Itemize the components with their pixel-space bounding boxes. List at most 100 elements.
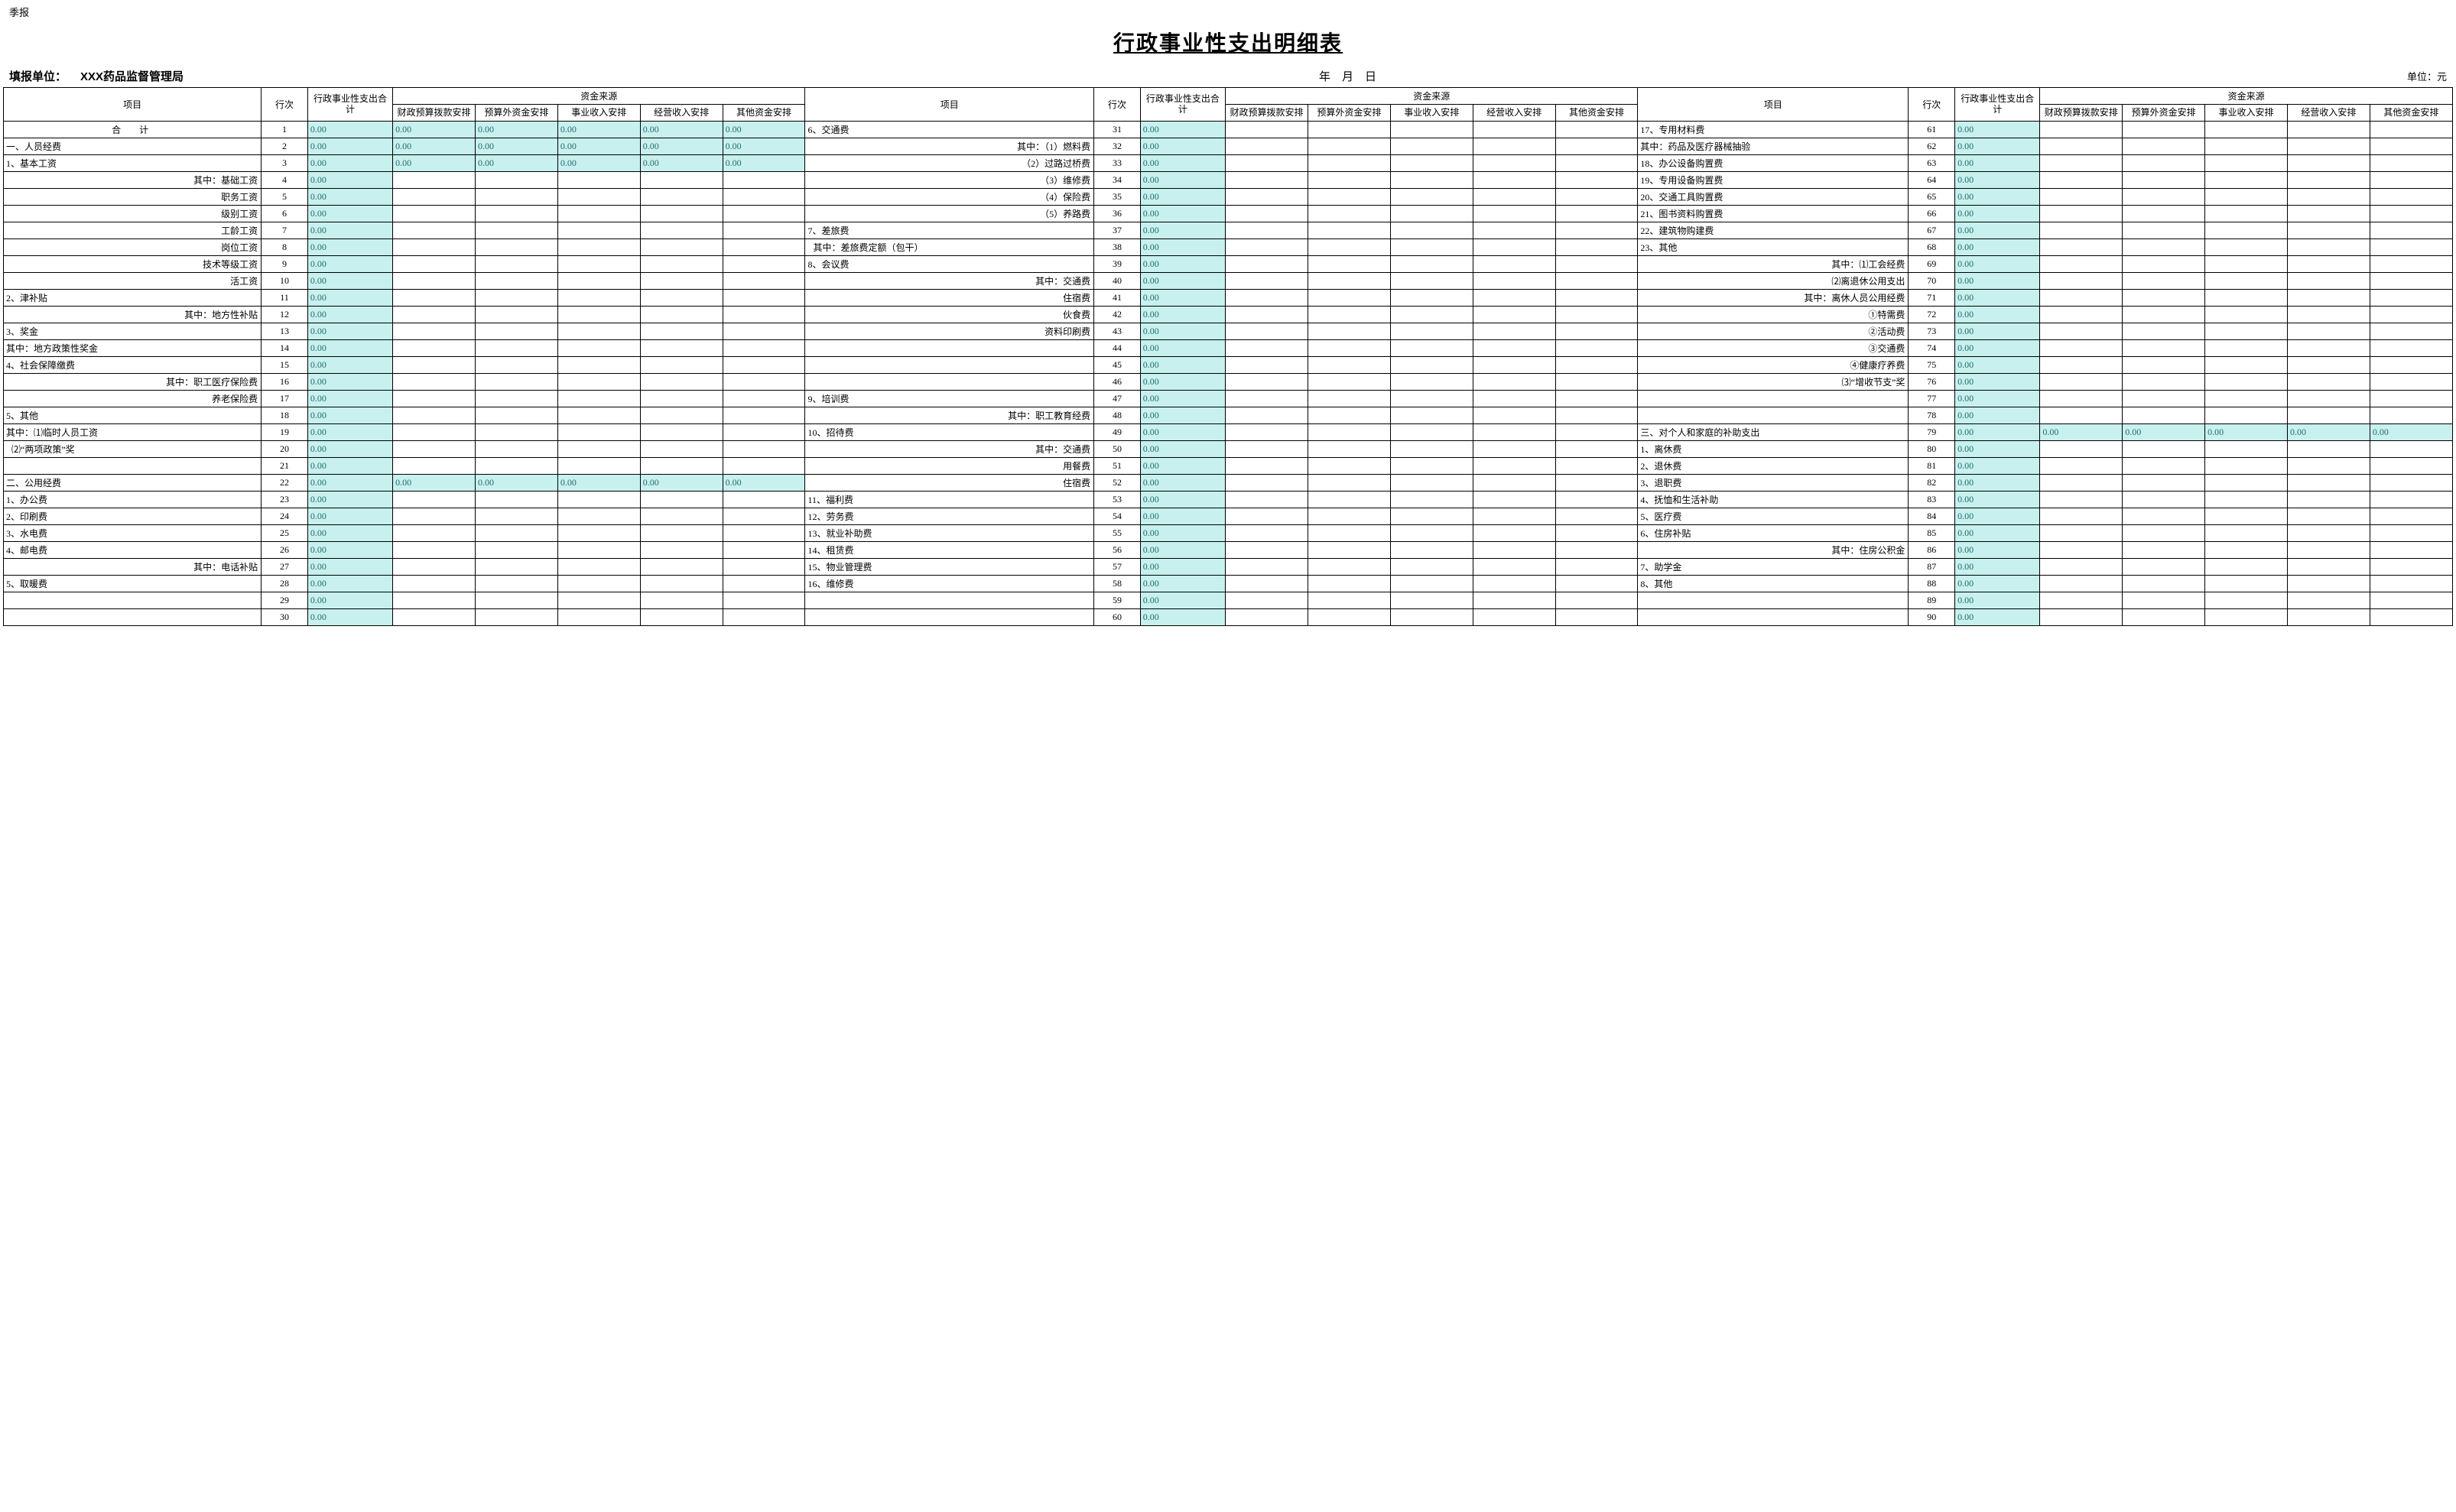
subtotal-cell[interactable]: 0.00 (1140, 609, 1225, 626)
fund-cell[interactable] (393, 290, 476, 307)
subtotal-cell[interactable]: 0.00 (1140, 340, 1225, 357)
fund-cell[interactable] (1555, 307, 1638, 323)
fund-cell[interactable] (1226, 222, 1308, 239)
fund-cell[interactable] (2370, 458, 2452, 475)
subtotal-cell[interactable]: 0.00 (1955, 407, 2040, 424)
fund-cell[interactable]: 0.00 (723, 475, 805, 492)
fund-cell[interactable] (393, 273, 476, 290)
fund-cell[interactable] (2287, 155, 2370, 172)
fund-cell[interactable] (1308, 542, 1390, 559)
fund-cell[interactable] (393, 357, 476, 374)
fund-cell[interactable] (2040, 609, 2123, 626)
subtotal-cell[interactable]: 0.00 (1955, 239, 2040, 256)
fund-cell[interactable] (2205, 239, 2288, 256)
subtotal-cell[interactable]: 0.00 (1955, 525, 2040, 542)
fund-cell[interactable]: 0.00 (393, 155, 476, 172)
fund-cell[interactable] (1473, 307, 1555, 323)
subtotal-cell[interactable]: 0.00 (1140, 189, 1225, 206)
subtotal-cell[interactable]: 0.00 (1955, 559, 2040, 576)
subtotal-cell[interactable]: 0.00 (1140, 172, 1225, 189)
fund-cell[interactable] (640, 340, 723, 357)
fund-cell[interactable] (1308, 290, 1390, 307)
fund-cell[interactable] (475, 576, 557, 592)
fund-cell[interactable] (1226, 256, 1308, 273)
fund-cell[interactable] (1473, 492, 1555, 508)
subtotal-cell[interactable]: 0.00 (307, 609, 392, 626)
fund-cell[interactable] (1555, 391, 1638, 407)
fund-cell[interactable] (2123, 340, 2205, 357)
fund-cell[interactable]: 0.00 (640, 155, 723, 172)
fund-cell[interactable] (1390, 189, 1473, 206)
fund-cell[interactable] (640, 525, 723, 542)
fund-cell[interactable] (2205, 407, 2288, 424)
fund-cell[interactable] (1390, 340, 1473, 357)
subtotal-cell[interactable]: 0.00 (307, 290, 392, 307)
fund-cell[interactable] (2123, 559, 2205, 576)
fund-cell[interactable]: 0.00 (557, 155, 640, 172)
fund-cell[interactable] (393, 323, 476, 340)
fund-cell[interactable] (2123, 256, 2205, 273)
fund-cell[interactable] (2287, 222, 2370, 239)
fund-cell[interactable]: 0.00 (723, 138, 805, 155)
fund-cell[interactable] (2370, 592, 2452, 609)
subtotal-cell[interactable]: 0.00 (307, 441, 392, 458)
fund-cell[interactable] (2205, 492, 2288, 508)
fund-cell[interactable] (475, 206, 557, 222)
fund-cell[interactable] (2040, 391, 2123, 407)
fund-cell[interactable] (1555, 492, 1638, 508)
fund-cell[interactable] (2205, 475, 2288, 492)
fund-cell[interactable] (475, 492, 557, 508)
subtotal-cell[interactable]: 0.00 (307, 592, 392, 609)
fund-cell[interactable]: 0.00 (393, 138, 476, 155)
fund-cell[interactable] (1226, 475, 1308, 492)
fund-cell[interactable] (2370, 239, 2452, 256)
fund-cell[interactable] (1308, 273, 1390, 290)
fund-cell[interactable] (1390, 323, 1473, 340)
subtotal-cell[interactable]: 0.00 (1140, 508, 1225, 525)
fund-cell[interactable] (2370, 492, 2452, 508)
fund-cell[interactable] (2205, 189, 2288, 206)
fund-cell[interactable] (557, 374, 640, 391)
fund-cell[interactable] (1473, 508, 1555, 525)
subtotal-cell[interactable]: 0.00 (307, 256, 392, 273)
fund-cell[interactable] (1555, 542, 1638, 559)
fund-cell[interactable] (393, 374, 476, 391)
fund-cell[interactable] (2205, 508, 2288, 525)
fund-cell[interactable] (1308, 374, 1390, 391)
fund-cell[interactable] (1555, 441, 1638, 458)
fund-cell[interactable] (1473, 592, 1555, 609)
fund-cell[interactable] (1226, 172, 1308, 189)
subtotal-cell[interactable]: 0.00 (1955, 424, 2040, 441)
fund-cell[interactable] (2287, 374, 2370, 391)
fund-cell[interactable] (2123, 357, 2205, 374)
fund-cell[interactable] (1555, 424, 1638, 441)
fund-cell[interactable] (2287, 592, 2370, 609)
fund-cell[interactable] (2287, 458, 2370, 475)
fund-cell[interactable] (2287, 391, 2370, 407)
fund-cell[interactable] (1473, 576, 1555, 592)
fund-cell[interactable] (557, 391, 640, 407)
fund-cell[interactable] (1473, 391, 1555, 407)
subtotal-cell[interactable]: 0.00 (1955, 290, 2040, 307)
fund-cell[interactable] (1308, 138, 1390, 155)
fund-cell[interactable] (2123, 172, 2205, 189)
fund-cell[interactable] (475, 323, 557, 340)
fund-cell[interactable] (640, 441, 723, 458)
fund-cell[interactable] (1226, 576, 1308, 592)
fund-cell[interactable] (1308, 323, 1390, 340)
subtotal-cell[interactable]: 0.00 (1140, 138, 1225, 155)
fund-cell[interactable] (1555, 239, 1638, 256)
fund-cell[interactable] (1473, 407, 1555, 424)
fund-cell[interactable] (2123, 138, 2205, 155)
fund-cell[interactable] (2370, 307, 2452, 323)
fund-cell[interactable] (1390, 492, 1473, 508)
fund-cell[interactable] (2287, 441, 2370, 458)
fund-cell[interactable] (640, 391, 723, 407)
fund-cell[interactable] (2370, 138, 2452, 155)
subtotal-cell[interactable]: 0.00 (1140, 155, 1225, 172)
fund-cell[interactable] (1473, 609, 1555, 626)
fund-cell[interactable] (2040, 492, 2123, 508)
fund-cell[interactable] (1226, 340, 1308, 357)
fund-cell[interactable] (2040, 273, 2123, 290)
subtotal-cell[interactable]: 0.00 (1955, 357, 2040, 374)
